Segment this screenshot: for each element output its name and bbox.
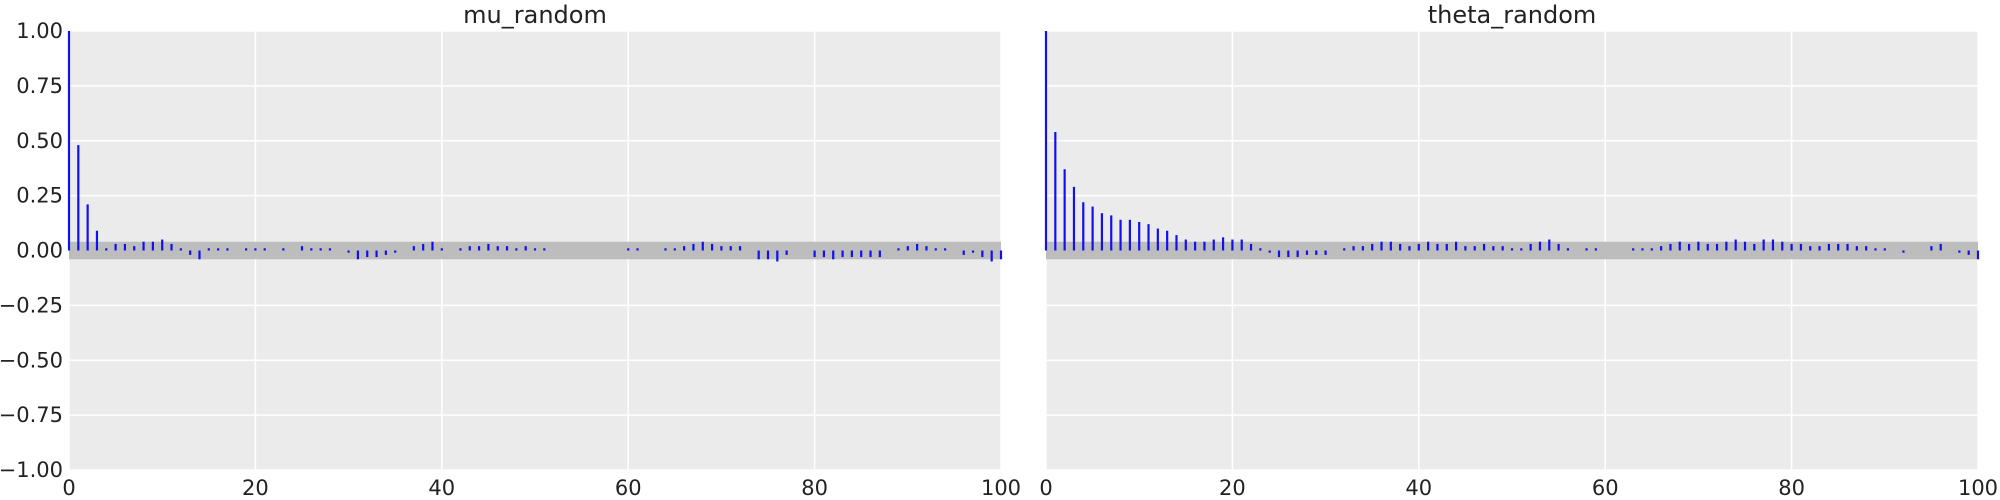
y-tick-label: 0.75 (16, 74, 63, 98)
y-tick-label: 0.50 (16, 129, 63, 153)
y-tick-label: 0.00 (16, 239, 63, 263)
x-tick-label: 0 (62, 476, 75, 500)
x-tick-label: 60 (1592, 476, 1619, 500)
x-tick-label: 40 (1405, 476, 1432, 500)
chart-title: theta_random (1428, 1, 1597, 29)
y-tick-label: −0.75 (0, 403, 63, 427)
x-tick-label: 80 (1778, 476, 1805, 500)
acf-panel-2: 0 20 40 60 80 100 theta_random (1039, 1, 1998, 500)
acf-panel-1: 0 20 40 60 80 100 1.00 0.75 0.50 0.25 0.00 −0.25 −0.… (0, 1, 1021, 500)
y-tick-label: 0.25 (16, 184, 63, 208)
y-tick-label: −0.50 (0, 348, 63, 372)
x-tick-label: 20 (1219, 476, 1246, 500)
chart-title: mu_random (463, 1, 607, 29)
x-tick-label: 0 (1039, 476, 1052, 500)
x-tick-label: 60 (615, 476, 642, 500)
x-tick-label: 100 (1958, 476, 1998, 500)
x-tick-label: 20 (242, 476, 269, 500)
x-tick-label: 80 (801, 476, 828, 500)
x-tick-label: 40 (428, 476, 455, 500)
y-tick-label: −0.25 (0, 293, 63, 317)
y-tick-label: −1.00 (0, 458, 63, 482)
y-tick-label: 1.00 (16, 19, 63, 43)
x-tick-label: 100 (981, 476, 1021, 500)
